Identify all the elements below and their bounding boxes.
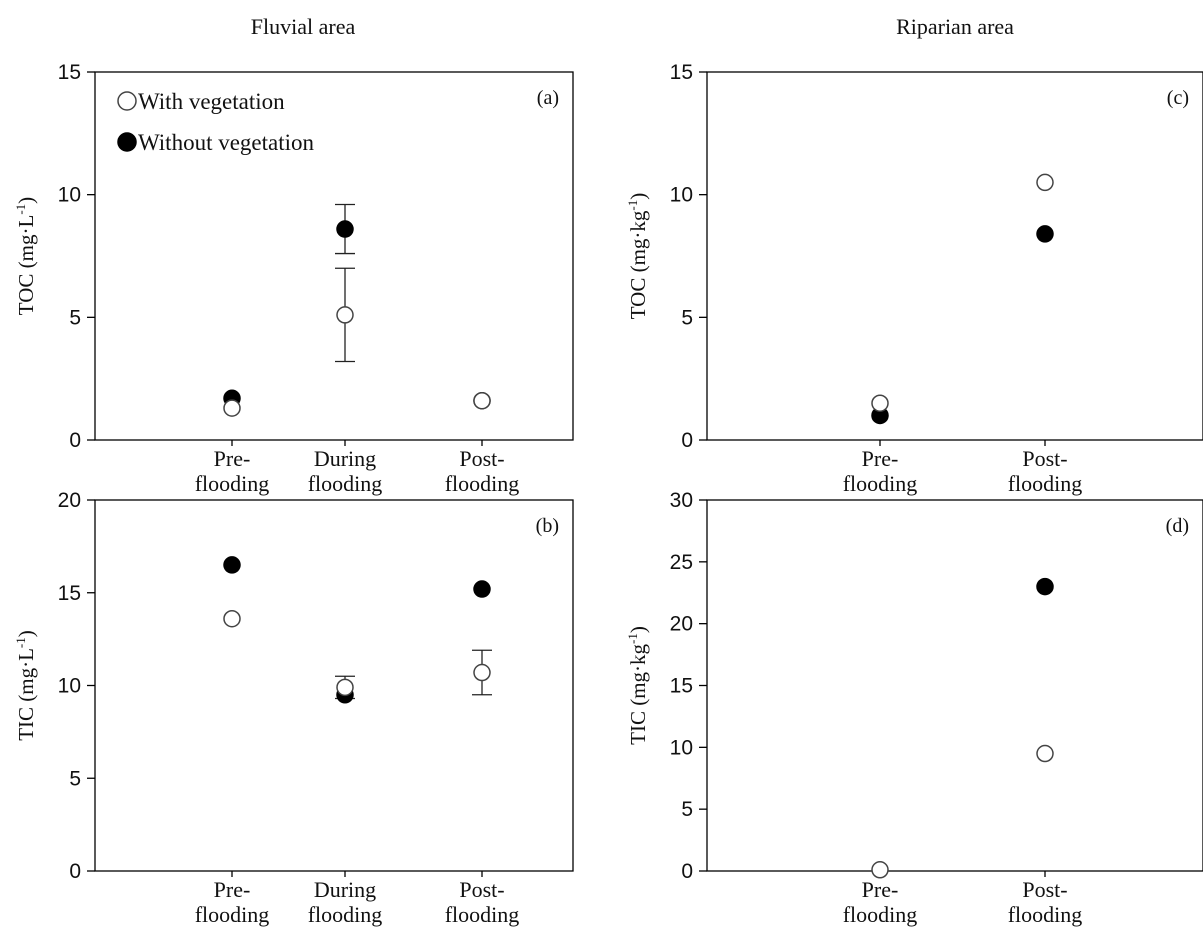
x-tick-label: Post-	[459, 446, 504, 471]
x-tick-label: flooding	[1008, 902, 1083, 927]
y-tick-label: 5	[681, 306, 693, 329]
y-tick-label: 0	[69, 429, 81, 452]
y-axis-label-end: )	[626, 193, 650, 200]
y-tick-label: 15	[670, 675, 693, 698]
y-axis-label: TIC (mg·L-1)	[13, 630, 38, 741]
x-tick-label: flooding	[195, 902, 270, 927]
y-axis-label-end: )	[14, 630, 38, 637]
data-point-without-vegetation	[1036, 577, 1054, 596]
column-title-fluvial: Fluvial area	[251, 14, 356, 39]
column-title-riparian: Riparian area	[896, 14, 1014, 39]
x-tick-label: flooding	[308, 902, 383, 927]
plot-frame	[94, 71, 574, 441]
x-tick-label: flooding	[308, 471, 383, 496]
y-axis-label-text: TIC (mg·L	[14, 648, 38, 741]
x-tick-label: flooding	[445, 471, 520, 496]
legend-label: Without vegetation	[138, 130, 315, 155]
x-tick-label: flooding	[445, 902, 520, 927]
data-point-with-vegetation	[473, 391, 491, 410]
data-point-without-vegetation	[473, 580, 491, 598]
x-tick-label: Pre-	[862, 446, 899, 471]
y-axis-label: TIC (mg·kg-1)	[625, 626, 650, 745]
data-point-with-vegetation	[473, 663, 491, 682]
panel-label: (c)	[1167, 87, 1189, 109]
y-tick-label: 15	[670, 61, 693, 84]
y-axis-label-text: TOC (mg·kg	[626, 210, 650, 319]
plot-frame	[706, 499, 1203, 872]
y-axis-label-end: )	[14, 197, 38, 204]
data-point-with-vegetation	[871, 394, 889, 412]
data-point-without-vegetation	[1036, 225, 1054, 243]
data-point-with-vegetation	[223, 609, 241, 628]
data-point-with-vegetation	[1036, 744, 1054, 763]
y-axis-label-superscript: -1	[13, 637, 28, 648]
x-tick-label: Post-	[1022, 446, 1067, 471]
y-tick-label: 5	[69, 767, 81, 790]
y-tick-label: 20	[670, 613, 693, 636]
x-tick-label: Pre-	[862, 877, 899, 902]
plot-frame	[94, 499, 574, 872]
data-point-without-vegetation	[223, 556, 241, 574]
data-point-with-vegetation	[336, 306, 354, 324]
y-axis-label-superscript: -1	[625, 633, 640, 644]
panel-label: (d)	[1166, 515, 1189, 537]
legend-marker	[117, 132, 137, 152]
y-tick-label: 15	[58, 61, 81, 84]
x-tick-label: flooding	[195, 471, 270, 496]
x-tick-label: flooding	[1008, 471, 1083, 496]
data-point-with-vegetation	[336, 678, 354, 697]
legend: With vegetation Without vegetation	[117, 89, 315, 155]
plot-frame	[706, 71, 1203, 441]
data-point-with-vegetation	[223, 399, 241, 417]
x-tick-label: Pre-	[214, 446, 251, 471]
y-tick-label: 0	[681, 429, 693, 452]
data-point-without-vegetation	[336, 220, 354, 238]
y-axis-label: TOC (mg·L-1)	[13, 197, 38, 315]
x-tick-label: Post-	[459, 877, 504, 902]
legend-label: With vegetation	[138, 89, 285, 114]
panel-label: (b)	[536, 515, 559, 537]
y-tick-label: 0	[681, 860, 693, 883]
y-axis-label-text: TIC (mg·kg	[626, 643, 650, 744]
x-tick-label: During	[314, 446, 376, 471]
y-axis-label-end: )	[626, 626, 650, 633]
panel-label: (a)	[537, 87, 559, 109]
y-tick-label: 5	[681, 798, 693, 821]
y-tick-label: 0	[69, 860, 81, 883]
x-tick-label: Pre-	[214, 877, 251, 902]
x-tick-label: During	[314, 877, 376, 902]
y-tick-label: 30	[670, 489, 693, 512]
y-tick-label: 10	[670, 736, 693, 759]
x-tick-label: flooding	[843, 902, 918, 927]
y-axis-label: TOC (mg·kg-1)	[625, 193, 650, 320]
y-tick-label: 10	[58, 184, 81, 207]
y-tick-label: 10	[58, 675, 81, 698]
y-tick-label: 20	[58, 489, 81, 512]
y-tick-label: 15	[58, 582, 81, 605]
y-axis-label-text: TOC (mg·L	[14, 215, 38, 316]
data-point-with-vegetation	[871, 861, 889, 879]
y-tick-label: 10	[670, 184, 693, 207]
data-point-with-vegetation	[1036, 173, 1054, 192]
x-tick-label: Post-	[1022, 877, 1067, 902]
y-axis-label-superscript: -1	[625, 200, 640, 211]
y-axis-label-superscript: -1	[13, 204, 28, 215]
legend-marker	[117, 91, 137, 111]
y-tick-label: 5	[69, 306, 81, 329]
x-tick-label: flooding	[843, 471, 918, 496]
y-tick-label: 25	[670, 551, 693, 574]
